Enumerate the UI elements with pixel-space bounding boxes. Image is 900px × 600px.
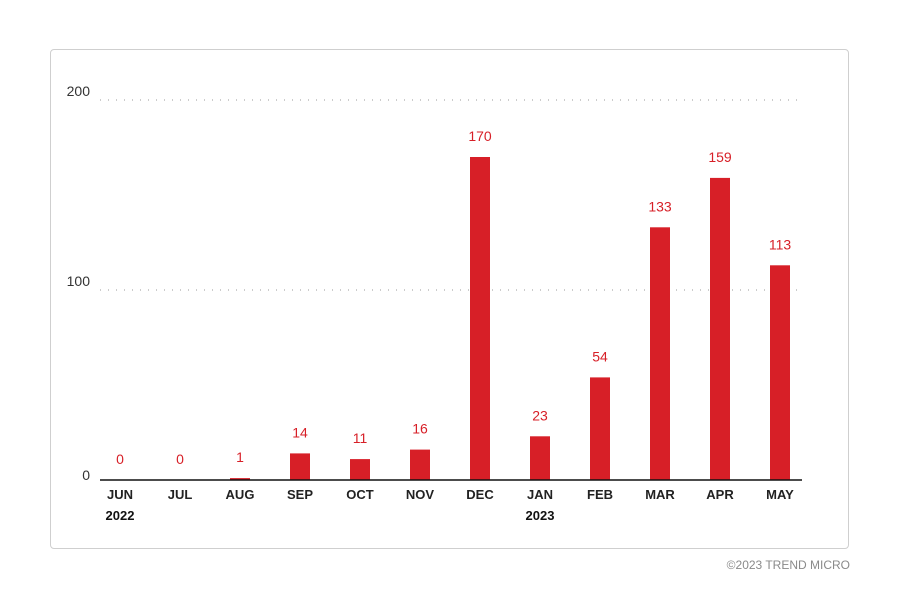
data-label-nov: 16 xyxy=(412,421,428,437)
y-tick-label-100: 100 xyxy=(67,273,91,289)
data-label-jul: 0 xyxy=(176,451,184,467)
x-tick-label-may: MAY xyxy=(766,487,794,502)
bar-feb xyxy=(590,377,610,480)
x-tick-label-aug: AUG xyxy=(226,487,255,502)
year-label-2022: 2022 xyxy=(106,508,135,523)
year-label-2023: 2023 xyxy=(526,508,555,523)
x-tick-label-feb: FEB xyxy=(587,487,613,502)
x-tick-label-oct: OCT xyxy=(346,487,374,502)
x-tick-label-jan: JAN xyxy=(527,487,553,502)
y-tick-label-0: 0 xyxy=(82,467,90,483)
data-label-feb: 54 xyxy=(592,348,608,364)
bar-may xyxy=(770,265,790,480)
bar-oct xyxy=(350,459,370,480)
x-tick-label-jun: JUN xyxy=(107,487,133,502)
bar-aug xyxy=(230,478,250,480)
gridlines xyxy=(100,99,802,291)
bar-dec xyxy=(470,157,490,480)
copyright-text: ©2023 TREND MICRO xyxy=(726,558,850,572)
y-axis: 0 100 200 xyxy=(67,83,91,483)
bar-nov xyxy=(410,449,430,480)
data-label-jan: 23 xyxy=(532,407,548,423)
bar-jan xyxy=(530,436,550,480)
x-tick-label-jul: JUL xyxy=(168,487,193,502)
x-tick-label-nov: NOV xyxy=(406,487,435,502)
y-tick-label-200: 200 xyxy=(67,83,91,99)
data-label-aug: 1 xyxy=(236,449,244,465)
x-tick-label-sep: SEP xyxy=(287,487,313,502)
data-label-may: 113 xyxy=(769,236,792,252)
x-tick-label-dec: DEC xyxy=(466,487,494,502)
data-label-dec: 170 xyxy=(468,128,492,144)
data-label-oct: 11 xyxy=(353,430,368,446)
bar-sep xyxy=(290,453,310,480)
data-labels: 0 0 1 14 11 16 170 23 54 133 159 113 xyxy=(116,128,791,467)
bar-apr xyxy=(710,177,730,480)
data-label-apr: 159 xyxy=(708,149,732,165)
x-axis: JUN JUL AUG SEP OCT NOV DEC JAN FEB MAR APR MAY xyxy=(107,487,794,502)
bars xyxy=(230,157,790,480)
data-label-sep: 14 xyxy=(292,424,308,440)
x-tick-label-apr: APR xyxy=(706,487,734,502)
year-labels: 2022 2023 xyxy=(106,508,555,523)
data-label-mar: 133 xyxy=(648,198,672,214)
data-label-jun: 0 xyxy=(116,451,124,467)
bar-mar xyxy=(650,227,670,480)
x-tick-label-mar: MAR xyxy=(645,487,675,502)
